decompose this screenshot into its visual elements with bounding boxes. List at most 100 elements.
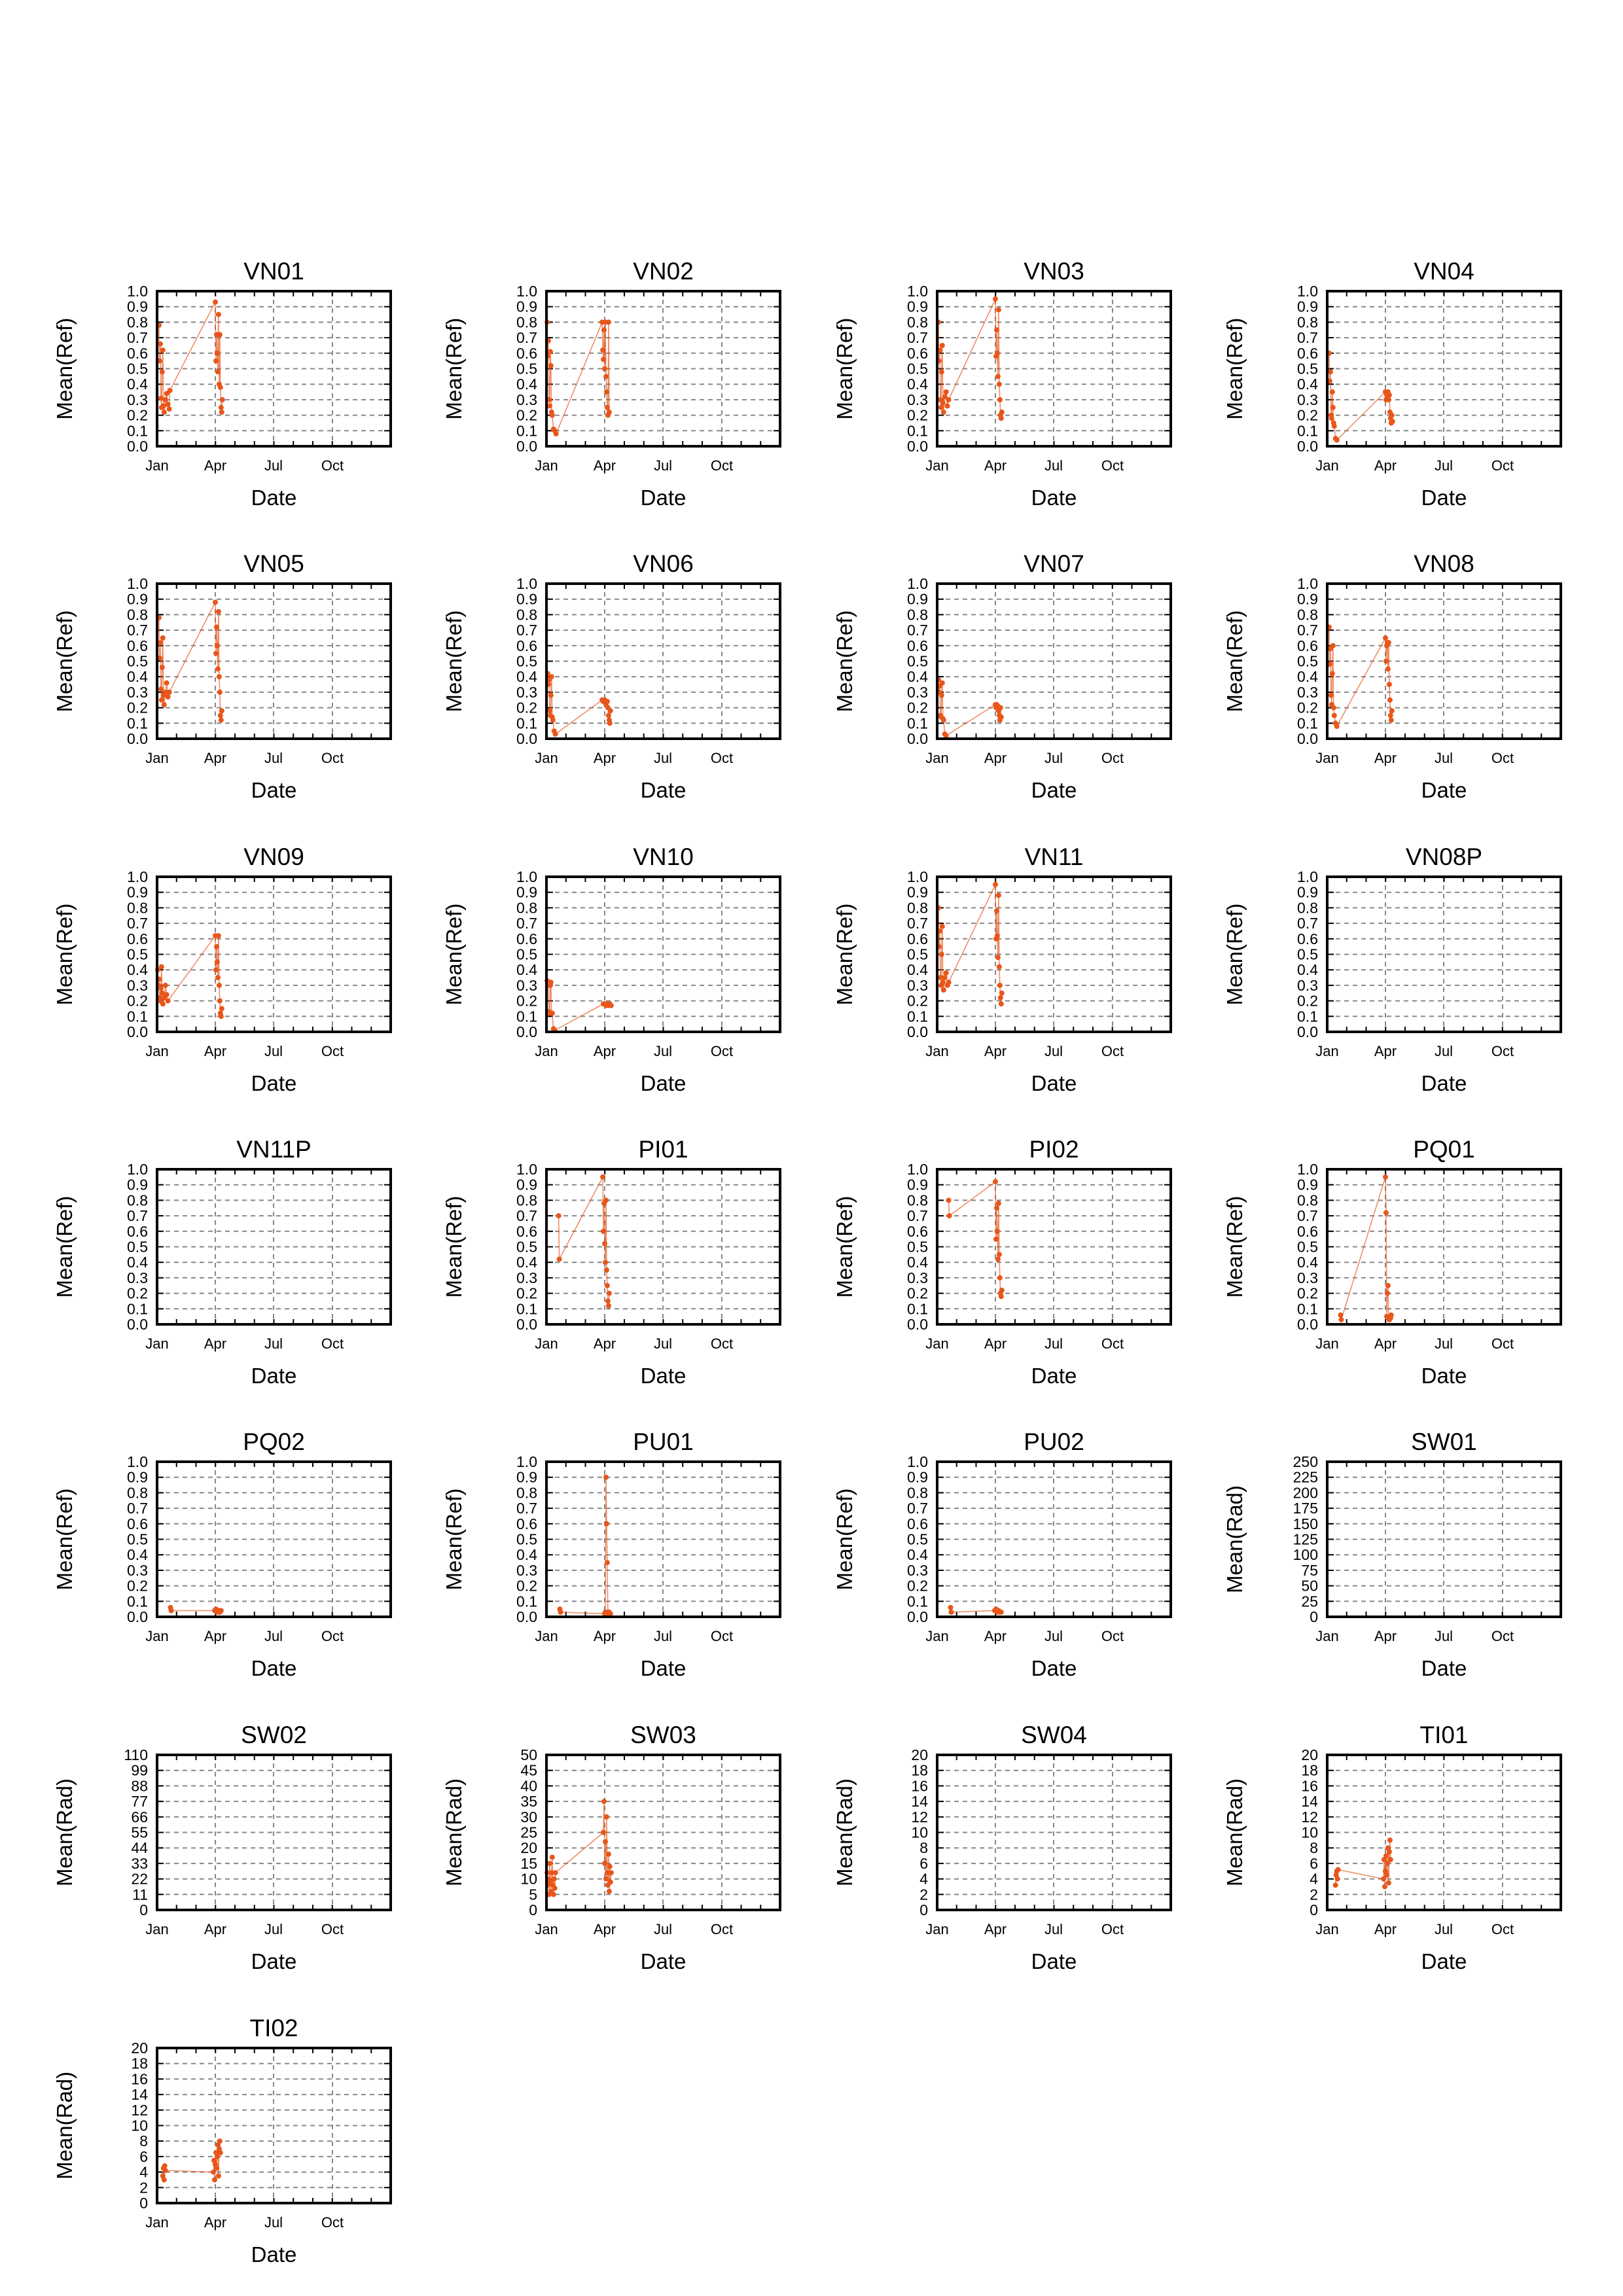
y-tick-label: 0 (529, 1901, 537, 1918)
data-point (994, 1205, 999, 1211)
y-tick-label: 1.0 (907, 1161, 928, 1178)
y-tick-label: 0.9 (907, 298, 928, 315)
y-tick-label: 0.9 (907, 591, 928, 608)
y-tick-label: 0.8 (907, 313, 928, 330)
y-axis-label: Mean(Ref) (52, 1196, 77, 1298)
data-point (214, 350, 220, 356)
x-tick-label: Oct (321, 1921, 344, 1937)
y-tick-label: 0.7 (127, 1207, 148, 1224)
data-point (601, 357, 606, 362)
x-axis-label: Date (251, 1071, 297, 1095)
y-tick-label: 0.6 (127, 637, 148, 654)
panel-pq02: PQ02 0.00.10.20.30.40.50.60.70.80.91.0 Jan… (52, 1428, 392, 1680)
data-point (1334, 1876, 1340, 1882)
y-tick-label: 0.9 (516, 591, 537, 608)
x-tick-label: Jul (264, 1043, 283, 1059)
x-tick-label: Apr (984, 1335, 1007, 1352)
x-axis-label: Date (251, 1364, 297, 1388)
y-tick-label: 0.8 (127, 1192, 148, 1209)
y-tick-label: 4 (919, 1871, 928, 1888)
y-tick-label: 0.6 (127, 930, 148, 947)
panel-vn06: VN06 0.00.10.20.30.40.50.60.70.80.91.0 Jan… (442, 550, 781, 802)
axes-frame (545, 290, 781, 448)
x-tick-label: Apr (204, 1043, 226, 1059)
y-tick-label: 0.2 (516, 699, 537, 716)
y-tick-label: 18 (911, 1762, 928, 1779)
panel-title: VN07 (1024, 550, 1084, 577)
x-axis-label: Date (251, 1949, 297, 1973)
data-point (946, 1213, 952, 1219)
y-tick-label: 0.6 (1297, 637, 1318, 654)
data-point (215, 666, 221, 672)
data-point (1383, 1210, 1389, 1216)
x-tick-label: Apr (1374, 1921, 1397, 1937)
y-tick-label: 0.0 (907, 1316, 928, 1333)
data-point (213, 299, 218, 305)
panel-title: SW02 (241, 1722, 307, 1748)
data-point (157, 341, 163, 347)
x-tick-label: Apr (1374, 1628, 1397, 1644)
series-line (547, 673, 611, 735)
x-tick-label: Jul (1435, 457, 1453, 474)
y-tick-label: 150 (1293, 1515, 1318, 1532)
data-point (218, 1014, 224, 1019)
data-point (217, 998, 223, 1004)
y-tick-label: 0.4 (907, 1546, 928, 1563)
data-point (1332, 1882, 1338, 1888)
y-tick-label: 0.4 (516, 1546, 537, 1563)
axes-frame (1326, 582, 1562, 740)
x-axis-label: Date (1421, 1949, 1467, 1973)
y-tick-label: 0.1 (127, 1300, 148, 1317)
x-tick-label: Oct (321, 1335, 344, 1352)
data-point (607, 1879, 613, 1885)
y-tick-label: 0.7 (1297, 622, 1318, 639)
y-tick-label: 0.1 (907, 1008, 928, 1025)
y-tick-label: 0.1 (516, 422, 537, 439)
panel-vn01: VN01 0.00.10.20.30.40.50.60.70.80.91.0 Jan… (52, 258, 392, 510)
data-point (607, 720, 613, 726)
data-point (214, 624, 219, 630)
data-point (158, 686, 164, 692)
y-tick-label: 1.0 (516, 575, 537, 592)
y-tick-label: 0.6 (1297, 930, 1318, 947)
x-tick-label: Oct (711, 1921, 733, 1937)
y-tick-label: 18 (131, 2055, 148, 2072)
data-point (161, 2177, 167, 2183)
panel-title: PI01 (638, 1136, 688, 1163)
data-point (605, 1298, 611, 1304)
data-point (605, 1303, 611, 1309)
y-tick-label: 14 (911, 1793, 928, 1810)
y-tick-label: 2 (139, 2179, 148, 2196)
y-tick-label: 0.0 (516, 1316, 537, 1333)
y-tick-label: 0.3 (127, 1562, 148, 1579)
y-tick-label: 0.8 (127, 313, 148, 330)
y-tick-label: 0.0 (907, 438, 928, 455)
x-tick-label: Oct (321, 750, 344, 766)
data-point (214, 2165, 219, 2171)
y-tick-label: 20 (131, 2040, 148, 2057)
y-tick-label: 8 (919, 1839, 928, 1856)
x-tick-label: Oct (321, 2214, 344, 2231)
data-point (946, 397, 952, 402)
data-point (217, 713, 223, 718)
x-tick-label: Oct (1101, 1628, 1124, 1644)
x-tick-label: Jan (925, 1335, 948, 1352)
y-axis-label: Mean(Ref) (832, 610, 857, 713)
data-point (214, 959, 220, 965)
y-tick-label: 0.7 (1297, 329, 1318, 346)
data-point (1338, 1316, 1344, 1322)
data-point (608, 1870, 614, 1876)
data-point (552, 731, 558, 737)
data-point (948, 1609, 954, 1615)
x-tick-label: Jul (1435, 1335, 1453, 1352)
x-tick-label: Jan (535, 1335, 558, 1352)
y-tick-label: 0.3 (127, 977, 148, 994)
y-tick-label: 0.7 (907, 329, 928, 346)
y-tick-label: 35 (520, 1793, 537, 1810)
data-point (219, 1006, 224, 1012)
y-tick-label: 0.7 (516, 915, 537, 932)
y-tick-label: 0.5 (516, 653, 537, 670)
y-axis-label: Mean(Ref) (832, 318, 857, 420)
data-point (997, 995, 1003, 1000)
data-point (603, 374, 609, 380)
